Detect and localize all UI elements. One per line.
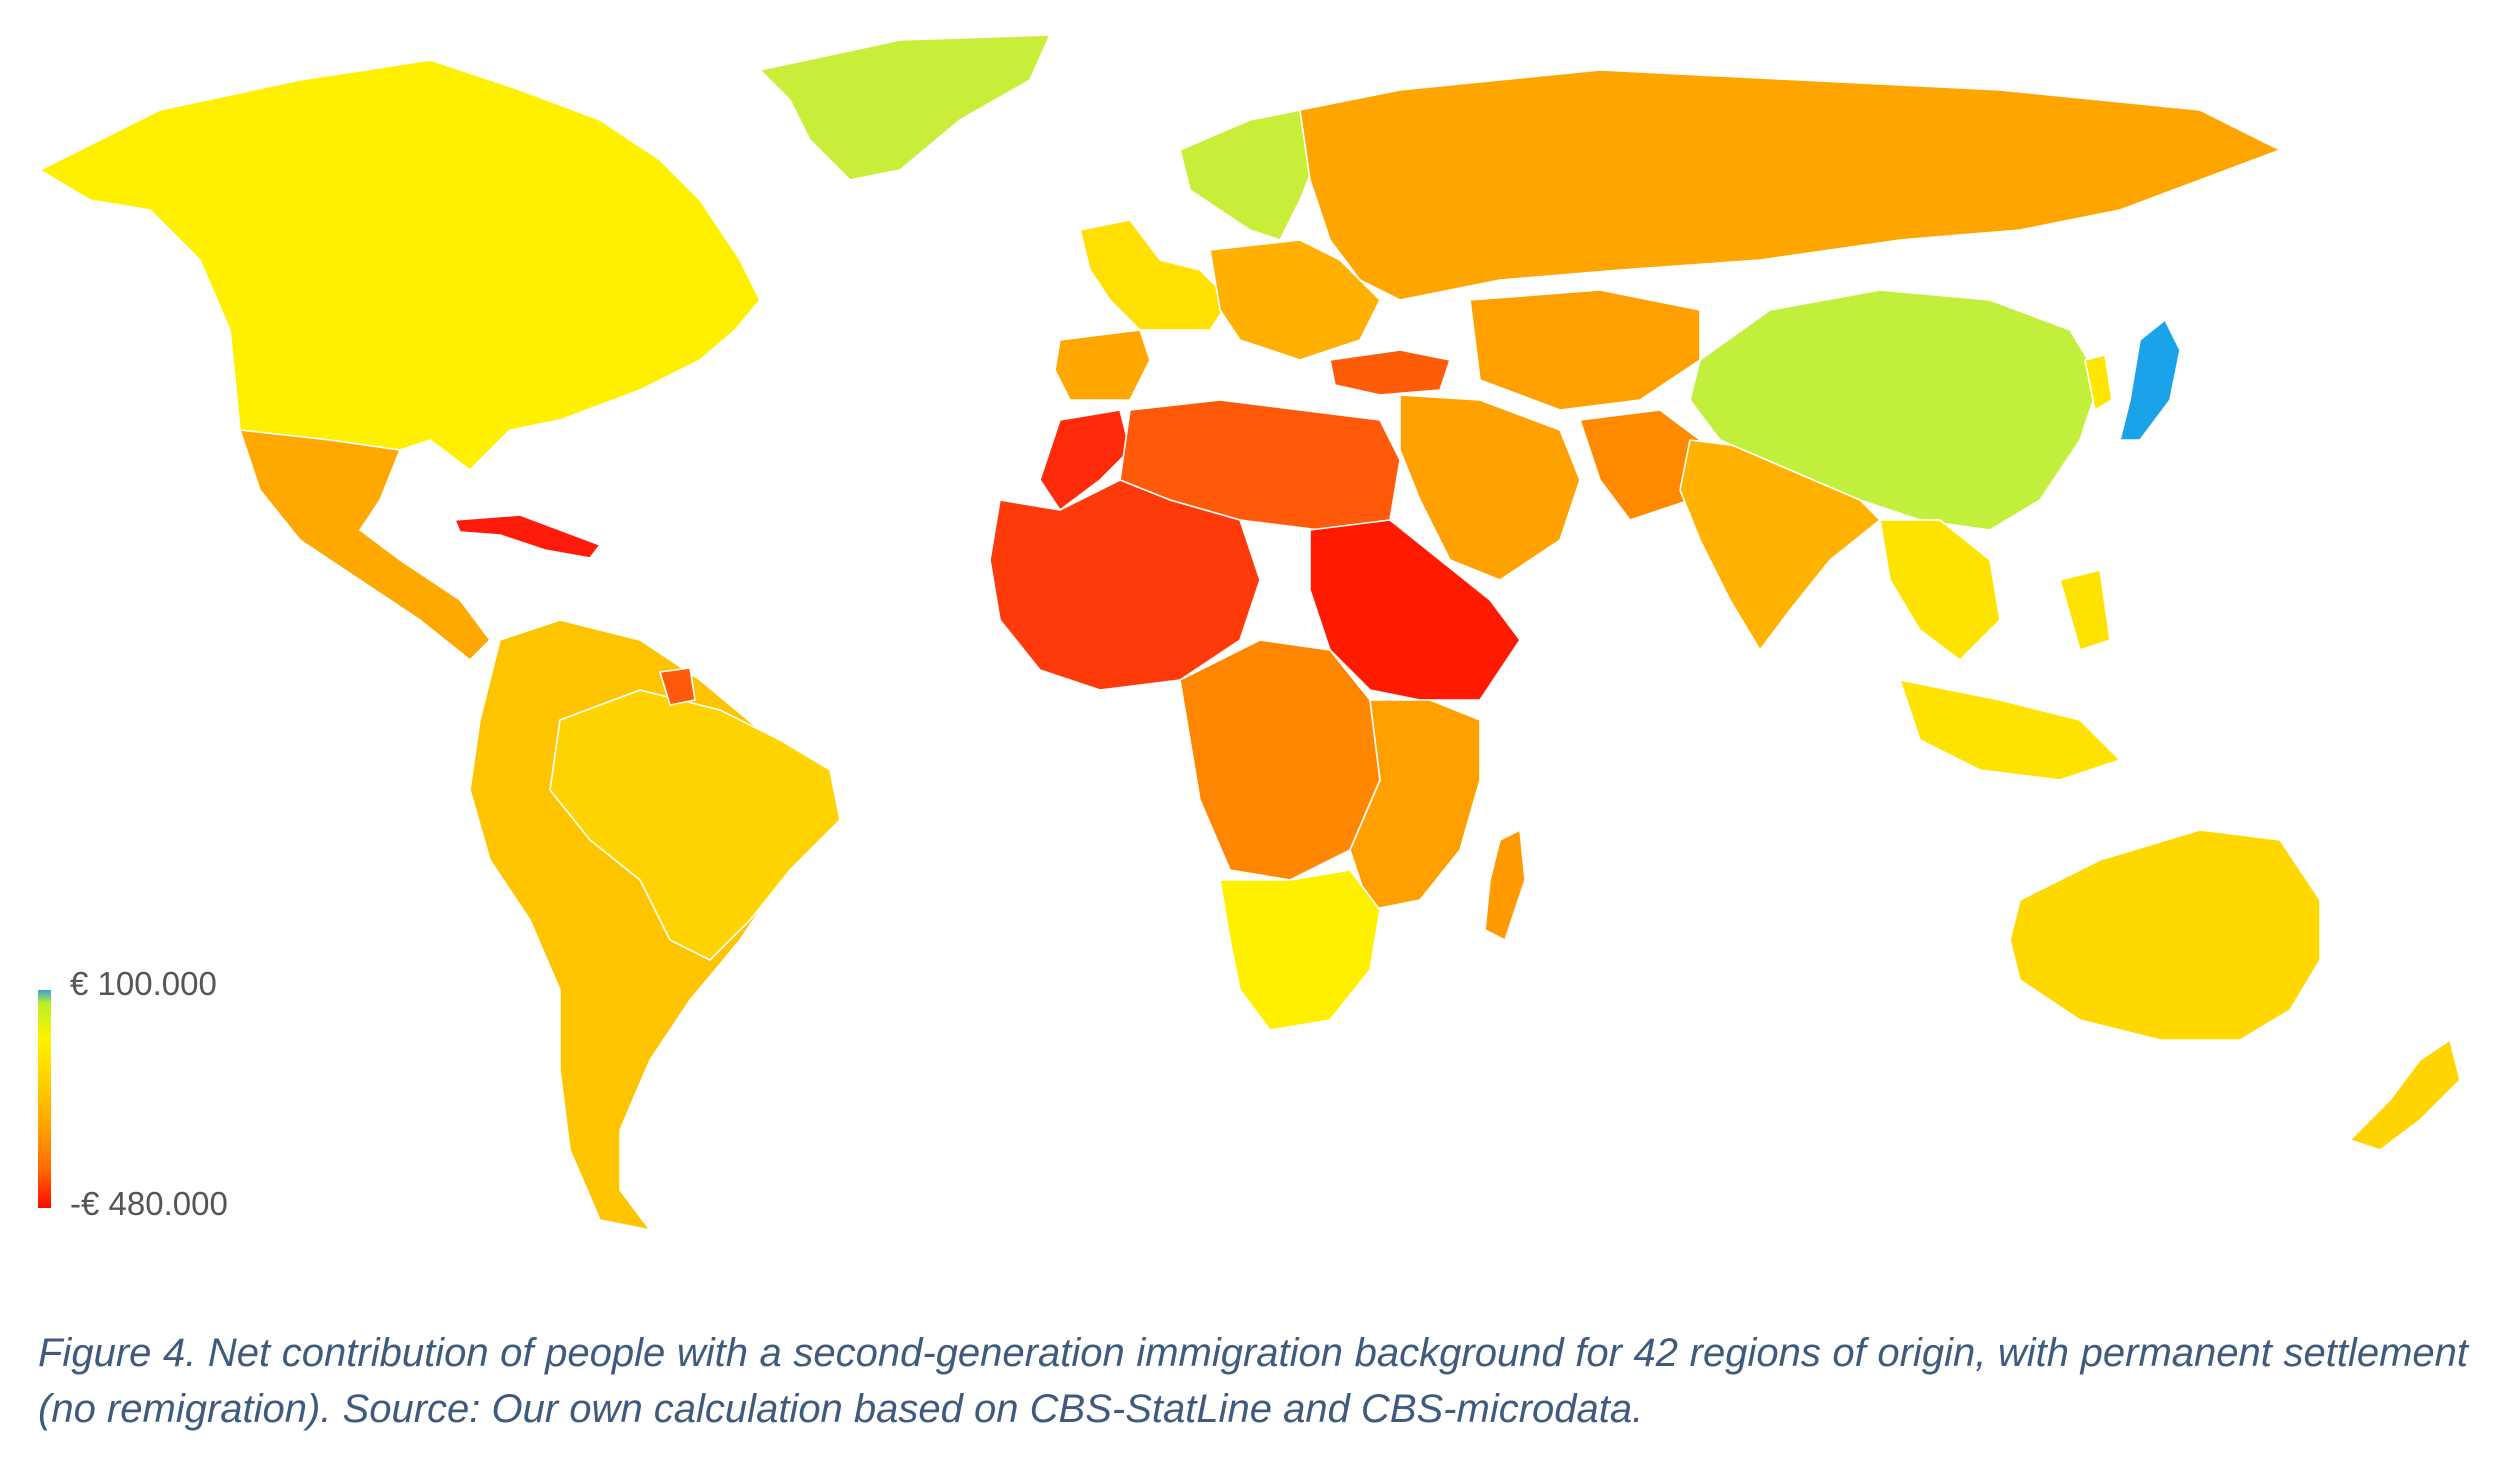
- region-iberia: [1054, 329, 1151, 401]
- world-map: [39, 34, 2461, 1231]
- region-suriname: [659, 667, 696, 706]
- region-mexico: [239, 429, 491, 661]
- region-scandinavia: [1179, 109, 1321, 241]
- region-afghanistan-pakistan: [1579, 409, 1701, 521]
- region-middle-east: [1399, 394, 1581, 581]
- region-south-africa: [1219, 869, 1381, 1031]
- region-eastern-europe: [1209, 239, 1381, 361]
- legend-color-bar: [38, 990, 51, 1208]
- region-new-zealand: [2349, 1039, 2461, 1151]
- region-east-africa: [1349, 699, 1481, 911]
- legend-min-label: -€ 480.000: [70, 1185, 228, 1222]
- region-china: [1689, 289, 2101, 531]
- region-russia: [1299, 69, 2281, 301]
- region-caribbean: [454, 514, 601, 559]
- region-north-america: [39, 59, 761, 471]
- region-turkey: [1329, 349, 1451, 396]
- region-west-africa: [989, 479, 1261, 691]
- region-madagascar: [1484, 829, 1526, 941]
- region-central-asia: [1469, 289, 1701, 411]
- region-central-africa: [1179, 639, 1381, 881]
- region-southeast-asia: [1879, 519, 2121, 781]
- region-brazil: [549, 689, 841, 961]
- world-map-svg: [39, 34, 2461, 1231]
- legend-max-label: € 100.000: [70, 965, 217, 1002]
- region-morocco: [1039, 409, 1131, 511]
- region-greenland: [759, 34, 1051, 181]
- region-horn-of-africa: [1309, 519, 1521, 701]
- figure-caption: Figure 4. Net contribution of people wit…: [38, 1331, 2468, 1431]
- region-japan: [2119, 319, 2181, 441]
- region-australia: [2009, 829, 2321, 1041]
- region-western-europe: [1079, 219, 1231, 331]
- region-korea: [2084, 354, 2113, 411]
